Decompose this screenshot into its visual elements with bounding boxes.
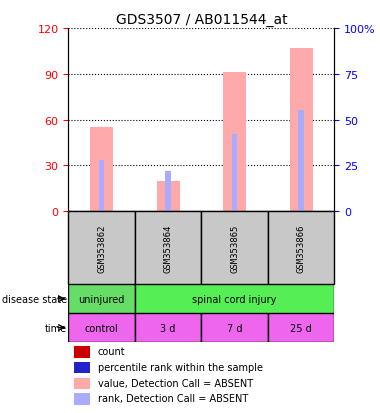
Text: 7 d: 7 d <box>227 323 242 333</box>
Bar <box>290 49 313 211</box>
Bar <box>74 347 90 358</box>
Text: count: count <box>98 347 125 356</box>
Text: GSM353865: GSM353865 <box>230 224 239 272</box>
FancyBboxPatch shape <box>135 211 201 285</box>
Bar <box>99 160 104 211</box>
FancyBboxPatch shape <box>68 313 135 342</box>
Bar <box>74 394 90 405</box>
FancyBboxPatch shape <box>268 211 334 285</box>
Bar <box>90 128 113 211</box>
Text: GSM353866: GSM353866 <box>297 224 306 272</box>
Text: disease state: disease state <box>2 294 67 304</box>
Text: rank, Detection Call = ABSENT: rank, Detection Call = ABSENT <box>98 394 248 404</box>
Text: 25 d: 25 d <box>290 323 312 333</box>
FancyBboxPatch shape <box>201 211 268 285</box>
Title: GDS3507 / AB011544_at: GDS3507 / AB011544_at <box>116 12 287 26</box>
Bar <box>74 378 90 389</box>
FancyBboxPatch shape <box>68 285 135 313</box>
Bar <box>299 111 304 211</box>
Bar <box>74 362 90 373</box>
Text: uninjured: uninjured <box>78 294 125 304</box>
FancyBboxPatch shape <box>268 313 334 342</box>
FancyBboxPatch shape <box>201 313 268 342</box>
Text: control: control <box>85 323 119 333</box>
FancyBboxPatch shape <box>68 211 135 285</box>
Text: GSM353864: GSM353864 <box>164 224 173 272</box>
Text: percentile rank within the sample: percentile rank within the sample <box>98 362 263 372</box>
Bar <box>223 73 246 211</box>
Bar <box>232 135 237 211</box>
FancyBboxPatch shape <box>135 285 334 313</box>
FancyBboxPatch shape <box>135 313 201 342</box>
Bar <box>157 181 180 211</box>
Bar <box>165 171 171 211</box>
Text: 3 d: 3 d <box>160 323 176 333</box>
Text: time: time <box>45 323 67 333</box>
Text: GSM353862: GSM353862 <box>97 224 106 272</box>
Text: spinal cord injury: spinal cord injury <box>192 294 277 304</box>
Text: value, Detection Call = ABSENT: value, Detection Call = ABSENT <box>98 378 253 388</box>
